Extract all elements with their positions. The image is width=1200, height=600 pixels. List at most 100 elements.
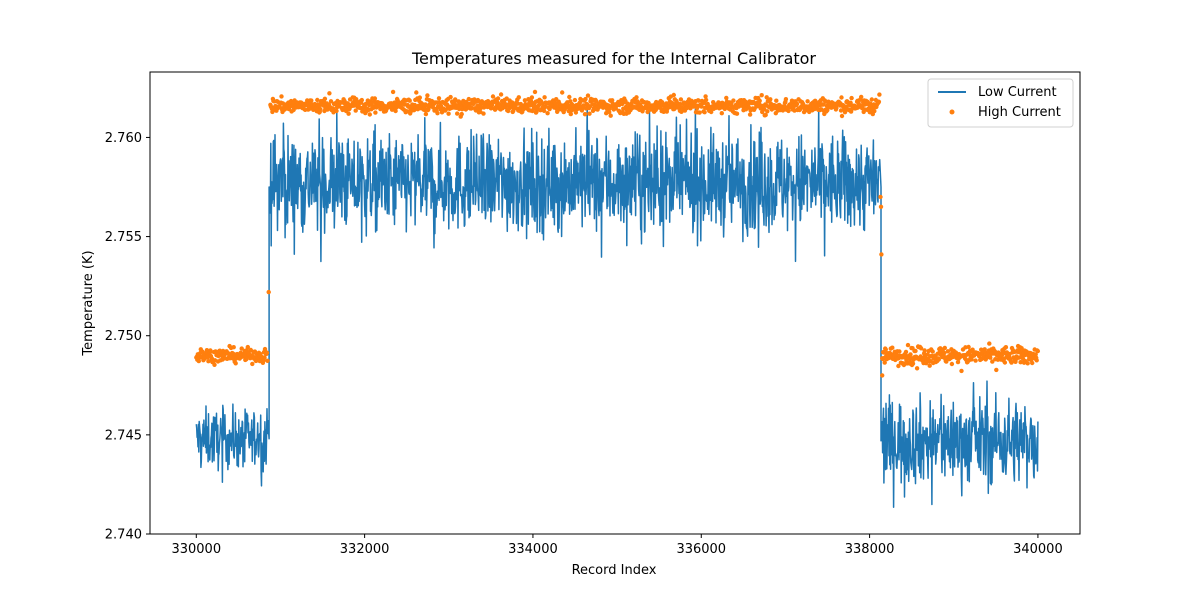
scatter-point [768, 97, 773, 102]
scatter-point [495, 96, 501, 101]
scatter-point [878, 204, 884, 209]
scatter-point [966, 344, 971, 350]
scatter-point [942, 345, 947, 351]
x-tick-label: 332000 [340, 542, 390, 557]
scatter-point [560, 90, 565, 95]
x-tick-label: 336000 [676, 542, 726, 557]
scatter-point [425, 93, 430, 98]
scatter-point [367, 112, 372, 117]
scatter-point [231, 345, 236, 350]
scatter-point [987, 341, 992, 346]
scatter-point [1018, 360, 1023, 365]
scatter-point [407, 98, 412, 103]
scatter-point [529, 95, 535, 100]
series-scatter-high-current [194, 89, 1041, 378]
scatter-point [908, 352, 913, 357]
scatter-point [1030, 360, 1035, 366]
scatter-point [880, 373, 885, 378]
scatter-point [697, 110, 702, 115]
scatter-point [448, 94, 453, 100]
scatter-point [783, 97, 789, 102]
scatter-point [264, 350, 270, 355]
scatter-point [973, 358, 978, 363]
scatter-point [532, 103, 537, 108]
scatter-point [196, 358, 201, 364]
x-tick-label: 338000 [845, 542, 895, 557]
scatter-point [747, 112, 753, 117]
scatter-point [593, 98, 599, 104]
chart-title: Temperatures measured for the Internal C… [411, 49, 816, 68]
scatter-point [702, 110, 707, 115]
scatter-point [455, 111, 460, 116]
series-line-low-current [195, 105, 1039, 508]
scatter-point [765, 109, 770, 114]
scatter-point [703, 94, 708, 99]
scatter-point [346, 111, 351, 116]
scatter-point [516, 95, 521, 100]
scatter-point [703, 97, 709, 103]
scatter-point [244, 357, 249, 362]
scatter-point [582, 112, 588, 117]
scatter-point [250, 361, 255, 367]
scatter-point [774, 98, 779, 103]
scatter-point [927, 363, 932, 368]
scatter-point [999, 353, 1005, 358]
scatter-point [883, 347, 888, 352]
legend-label-low-current: Low Current [978, 85, 1057, 100]
scatter-point [678, 97, 684, 102]
scatter-point [897, 349, 902, 354]
scatter-point [353, 108, 358, 113]
scatter-point [414, 90, 419, 95]
plot-frame [149, 71, 1081, 535]
scatter-point [936, 357, 941, 362]
scatter-point [583, 96, 588, 102]
scatter-point [834, 105, 839, 111]
scatter-point [821, 102, 826, 107]
scatter-point [859, 94, 864, 100]
scatter-point [490, 94, 496, 99]
scatter-point [585, 93, 591, 98]
scatter-point [607, 109, 612, 115]
scatter-point [545, 111, 550, 116]
scatter-point [393, 108, 398, 114]
scatter-point [969, 357, 974, 362]
x-tick-label: 330000 [171, 542, 221, 557]
scatter-point [1033, 352, 1038, 357]
scatter-point [805, 99, 810, 104]
scatter-point [842, 110, 848, 115]
scatter-point [922, 348, 927, 353]
scatter-point [610, 98, 615, 103]
scatter-point [262, 355, 267, 360]
scatter-point [446, 111, 451, 116]
scatter-point [763, 112, 768, 118]
scatter-point [849, 95, 854, 101]
scatter-point [660, 100, 665, 105]
scatter-point [372, 96, 378, 101]
scatter-point [731, 98, 736, 103]
scatter-point [757, 98, 762, 104]
scatter-point [696, 98, 701, 103]
legend-swatch-high-current [949, 109, 955, 115]
scatter-point [930, 349, 935, 354]
x-tick-label: 340000 [1013, 542, 1063, 557]
scatter-point [942, 350, 947, 356]
scatter-point [200, 349, 205, 354]
scatter-point [724, 95, 729, 101]
scatter-point [318, 107, 323, 112]
scatter-point [1013, 359, 1018, 364]
scatter-point [208, 348, 213, 353]
scatter-point [914, 366, 920, 371]
scatter-point [759, 93, 764, 98]
scatter-point [233, 361, 238, 366]
scatter-point [634, 95, 639, 100]
scatter-point [417, 95, 422, 100]
scatter-point [945, 349, 951, 354]
scatter-point [466, 96, 471, 102]
scatter-point [709, 109, 714, 115]
scatter-point [279, 94, 284, 99]
scatter-point [327, 91, 332, 96]
scatter-point [877, 92, 882, 97]
scatter-point [608, 113, 613, 118]
